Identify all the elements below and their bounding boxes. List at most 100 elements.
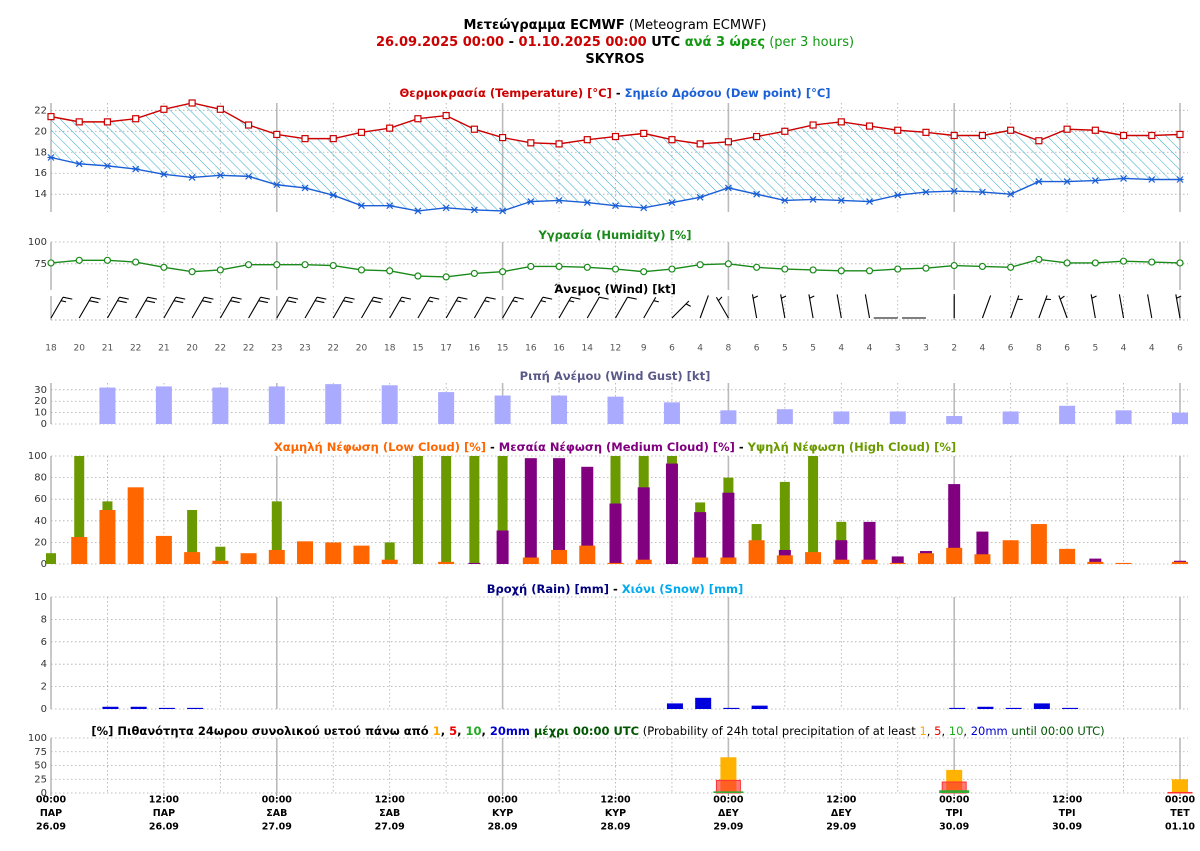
bar — [946, 416, 963, 424]
wind-speed-label: 2 — [951, 344, 957, 354]
point-marker — [612, 202, 619, 210]
wind-speed-label: 22 — [328, 344, 339, 354]
bar — [268, 386, 285, 424]
bar — [635, 559, 652, 564]
wind-speed-label: 16 — [553, 344, 565, 354]
title-part: Μεσαία Νέφωση (Medium Cloud) [%] — [498, 440, 735, 454]
title-part: Ριπή Ανέμου (Wind Gust) [kt] — [519, 369, 711, 383]
point-marker — [611, 132, 620, 141]
point-marker — [978, 188, 986, 196]
header-line: Μετεώγραμμα ECMWF (Meteogram ECMWF) — [463, 19, 766, 33]
wind-speed-label: 20 — [73, 344, 85, 354]
wind-barb — [836, 294, 842, 319]
y-tick-label: 40 — [34, 516, 47, 527]
wind-speed-label: 8 — [1036, 344, 1042, 354]
bar — [1115, 410, 1132, 424]
bar — [917, 553, 934, 564]
wind-speed-label: 20 — [186, 344, 198, 354]
wind-barb — [615, 296, 637, 319]
point-marker — [442, 273, 450, 281]
y-tick-label: 0 — [41, 788, 47, 799]
point-marker — [103, 118, 112, 126]
point-marker — [301, 135, 309, 143]
point-marker — [329, 261, 337, 270]
bar — [663, 402, 680, 424]
bar — [1002, 411, 1019, 424]
bar — [1059, 548, 1076, 564]
point-marker — [329, 191, 337, 199]
wind-barb — [699, 295, 709, 319]
wind-barb — [276, 296, 299, 319]
title-part: Θερμοκρασία (Temperature) [°C] — [399, 86, 612, 100]
x-tick-label: 28.09 — [488, 822, 518, 833]
bar — [441, 456, 452, 564]
header-line: 26.09.2025 00:00 - 01.10.2025 00:00 UTC … — [376, 36, 854, 50]
point-marker — [1148, 176, 1156, 183]
point-marker — [414, 207, 422, 215]
y-tick-label: 60 — [34, 494, 47, 505]
title-part: 1 — [432, 724, 441, 738]
point-marker — [414, 115, 422, 123]
panel-title: Χαμηλή Νέφωση (Low Cloud) [%] - Μεσαία Ν… — [274, 440, 956, 454]
wind-barb — [780, 294, 787, 319]
bar — [946, 547, 963, 564]
point-marker — [611, 265, 620, 273]
wind-barb — [1058, 295, 1068, 319]
wind-speed-label: 23 — [271, 344, 282, 354]
point-marker — [555, 262, 563, 271]
point-marker — [978, 262, 987, 271]
header-line: SKYROS — [585, 53, 644, 67]
wind-barb — [248, 296, 270, 319]
point-marker — [724, 260, 733, 268]
point-marker — [978, 131, 987, 140]
point-marker — [696, 193, 704, 201]
y-tick-label: 0 — [41, 419, 47, 430]
bar — [748, 540, 765, 564]
title-part: 20mm — [489, 724, 530, 738]
point-marker — [1007, 190, 1015, 198]
title-part: - — [485, 440, 499, 454]
x-tick-label: 29.09 — [826, 822, 856, 833]
x-tick-label: 12:00 — [1052, 795, 1083, 806]
bar — [833, 559, 850, 564]
bar — [524, 458, 537, 564]
bar — [694, 512, 707, 564]
bar — [889, 411, 906, 424]
point-marker — [1091, 126, 1099, 134]
point-marker — [47, 113, 55, 121]
y-tick-label: 10 — [34, 408, 47, 419]
point-marker — [753, 132, 761, 141]
title-part: ανά 3 ώρες — [680, 35, 766, 50]
wind-speed-label: 23 — [299, 344, 310, 354]
wind-barb — [417, 296, 440, 319]
bar — [240, 553, 257, 564]
point-marker — [1148, 258, 1156, 266]
temp-dew-band — [51, 103, 1180, 211]
bar — [1033, 703, 1050, 709]
wind-barb — [304, 296, 327, 319]
x-tick-label: 00:00 — [487, 795, 518, 806]
bar — [1167, 791, 1193, 794]
point-marker — [470, 125, 478, 133]
bar — [212, 387, 229, 424]
bar — [99, 510, 116, 564]
bar — [720, 557, 737, 564]
point-marker — [668, 136, 676, 144]
wind-barb — [558, 296, 581, 319]
bar — [551, 395, 568, 424]
wind-barb — [530, 296, 553, 319]
point-marker — [273, 130, 281, 139]
point-marker — [922, 128, 930, 136]
point-marker — [555, 140, 563, 148]
wind-speed-label: 21 — [158, 344, 169, 354]
y-tick-label: 20 — [34, 537, 47, 548]
bar — [1002, 540, 1019, 564]
wind-barb — [389, 296, 412, 319]
x-tick-label: 00:00 — [1165, 795, 1196, 806]
point-marker — [724, 184, 732, 192]
bar — [297, 541, 314, 564]
title-part: , — [440, 724, 450, 738]
wind-speed-label: 4 — [980, 344, 986, 354]
bar — [184, 552, 201, 564]
